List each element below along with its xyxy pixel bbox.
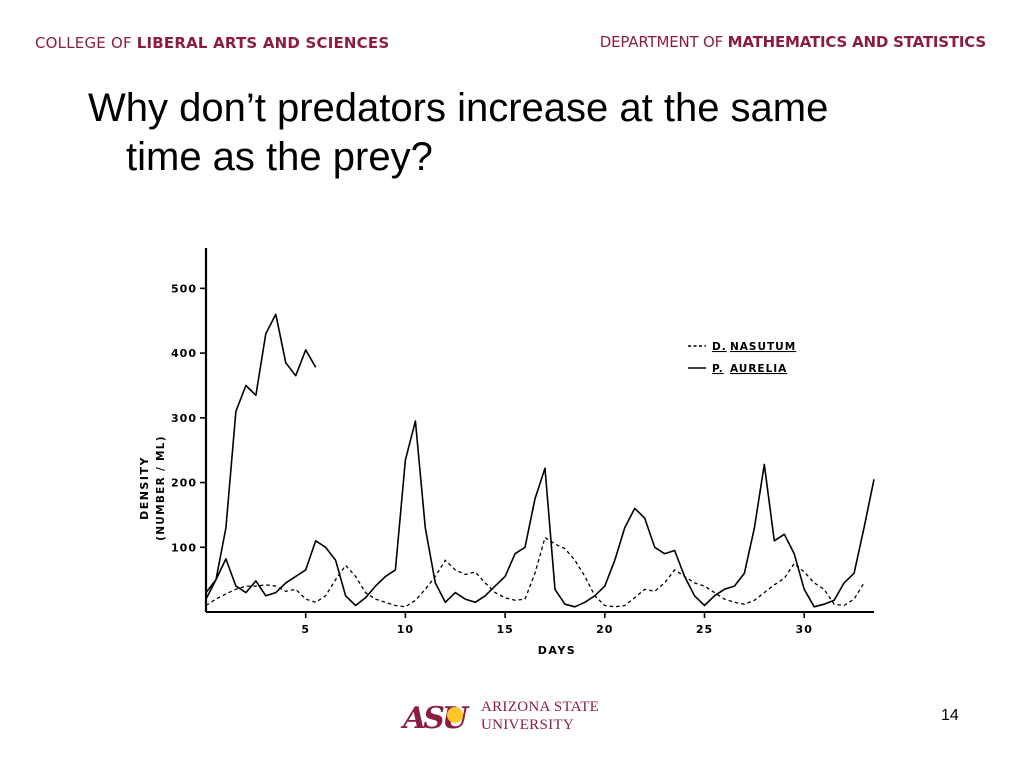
chart-y-tick-label: 400 <box>171 347 197 360</box>
population-density-chart: 100 200 300 400 500 5 10 15 20 25 30 D. NASUTUM P. AU… <box>138 248 875 657</box>
chart-y-tick-label: 500 <box>171 282 197 295</box>
chart-x-axis-label: DAYS <box>538 644 576 657</box>
chart-x-tick-label: 10 <box>397 623 414 636</box>
college-header: COLLEGE OF LIBERAL ARTS AND SCIENCES <box>35 34 389 52</box>
asu-logo-line-1: ARIZONA STATE <box>481 699 600 715</box>
chart-x-tick-label: 25 <box>696 623 713 636</box>
chart-y-tick-label: 300 <box>171 412 197 425</box>
chart-series-layer <box>205 313 875 608</box>
department-header-prefix: DEPARTMENT OF <box>599 33 728 51</box>
college-header-name: LIBERAL ARTS AND SCIENCES <box>136 34 390 52</box>
page-number: 14 <box>941 707 959 724</box>
asu-logo-line-2: UNIVERSITY <box>481 717 574 733</box>
asu-sun-icon <box>447 707 463 723</box>
chart-x-tick-label: 5 <box>301 623 310 636</box>
chart-x-tick-label: 30 <box>796 623 813 636</box>
chart-x-tick-label: 15 <box>496 623 513 636</box>
slide-title: Why don’t predators increase at the same… <box>88 84 968 182</box>
department-header: DEPARTMENT OF MATHEMATICS AND STATISTICS <box>600 33 986 51</box>
slide-title-line-2: time as the prey? <box>126 135 433 179</box>
slide-title-line-1: Why don’t predators increase at the same <box>88 86 829 130</box>
chart-series-line-aurelia <box>205 313 875 608</box>
chart-x-tick-label: 20 <box>596 623 613 636</box>
chart-y-axis-label-group: DENSITY (NUMBER / ML) <box>138 435 167 541</box>
chart-y-axis-sublabel: (NUMBER / ML) <box>155 435 167 541</box>
chart-axes: 100 200 300 400 500 5 10 15 20 25 30 <box>171 248 874 636</box>
department-header-name: MATHEMATICS AND STATISTICS <box>727 33 987 51</box>
chart-y-axis-label: DENSITY <box>138 456 151 520</box>
legend-species-label: AURELIA <box>730 363 787 375</box>
chart-y-tick-label: 100 <box>171 541 197 554</box>
chart-y-tick-label: 200 <box>171 477 197 490</box>
chart-legend: D. NASUTUM P. AURELIA <box>688 341 796 375</box>
chart-series-line-nasutum <box>205 536 865 608</box>
legend-genus-label: P. <box>712 363 724 375</box>
legend-species-label: NASUTUM <box>730 341 796 353</box>
asu-logo: ASU ARIZONA STATE UNIVERSITY <box>403 697 603 737</box>
college-header-prefix: COLLEGE OF <box>35 34 137 52</box>
legend-genus-label: D. <box>712 341 727 353</box>
